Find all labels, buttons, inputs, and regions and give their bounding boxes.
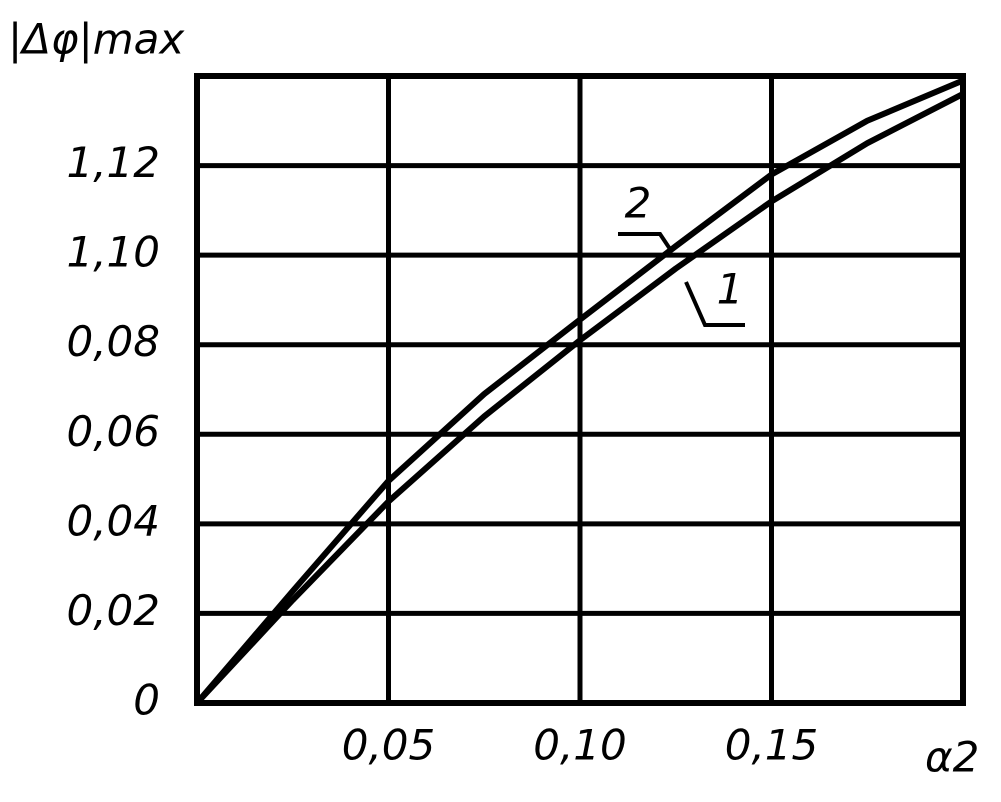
y-tick-label: 0 (133, 676, 160, 725)
series-label: 1 (717, 265, 744, 314)
x-tick-label: 0,05 (342, 721, 436, 770)
y-tick-label: 0,02 (66, 586, 160, 635)
curve (194, 91, 965, 706)
y-tick-label: 1,12 (66, 138, 160, 187)
y-tick-label: 0,04 (66, 496, 160, 545)
leader-line (618, 232, 674, 254)
x-tick-label: 0,10 (533, 721, 627, 770)
series-label: 2 (625, 179, 652, 228)
x-tick-label: 0,15 (725, 721, 819, 770)
plot-frame (194, 73, 966, 706)
curve (194, 77, 965, 705)
y-axis-label: |Δφ|max (8, 15, 185, 64)
y-tick-label: 0,06 (66, 407, 160, 456)
x-axis-label: α2 (925, 733, 979, 782)
y-tick-label: 0,08 (66, 317, 160, 366)
y-tick-label: 1,10 (66, 228, 160, 277)
leader-line (684, 281, 745, 327)
